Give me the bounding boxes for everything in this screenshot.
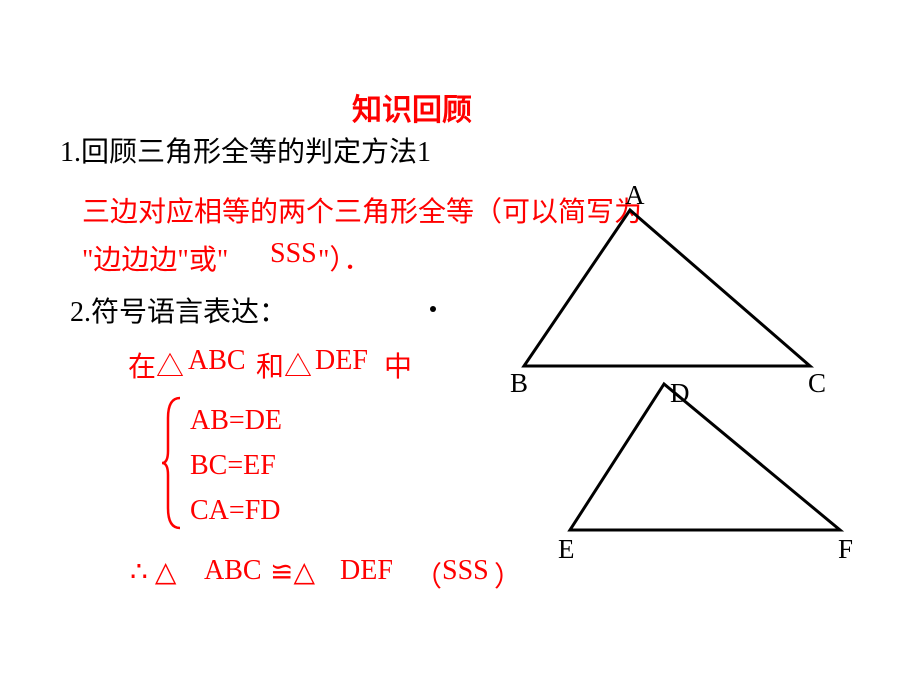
vertex-label-f: F [838, 534, 853, 564]
triangles-svg: A B C D E F [0, 0, 920, 690]
triangle-def [570, 384, 840, 530]
slide-page: 知识回顾 1.回顾三角形全等的判定方法1 三边对应相等的两个三角形全等（可以简写… [0, 0, 920, 690]
vertex-label-b: B [510, 368, 528, 398]
vertex-label-c: C [808, 368, 826, 398]
vertex-label-d: D [670, 378, 690, 408]
vertex-label-a: A [625, 180, 645, 210]
triangle-abc [524, 210, 810, 366]
vertex-label-e: E [558, 534, 575, 564]
